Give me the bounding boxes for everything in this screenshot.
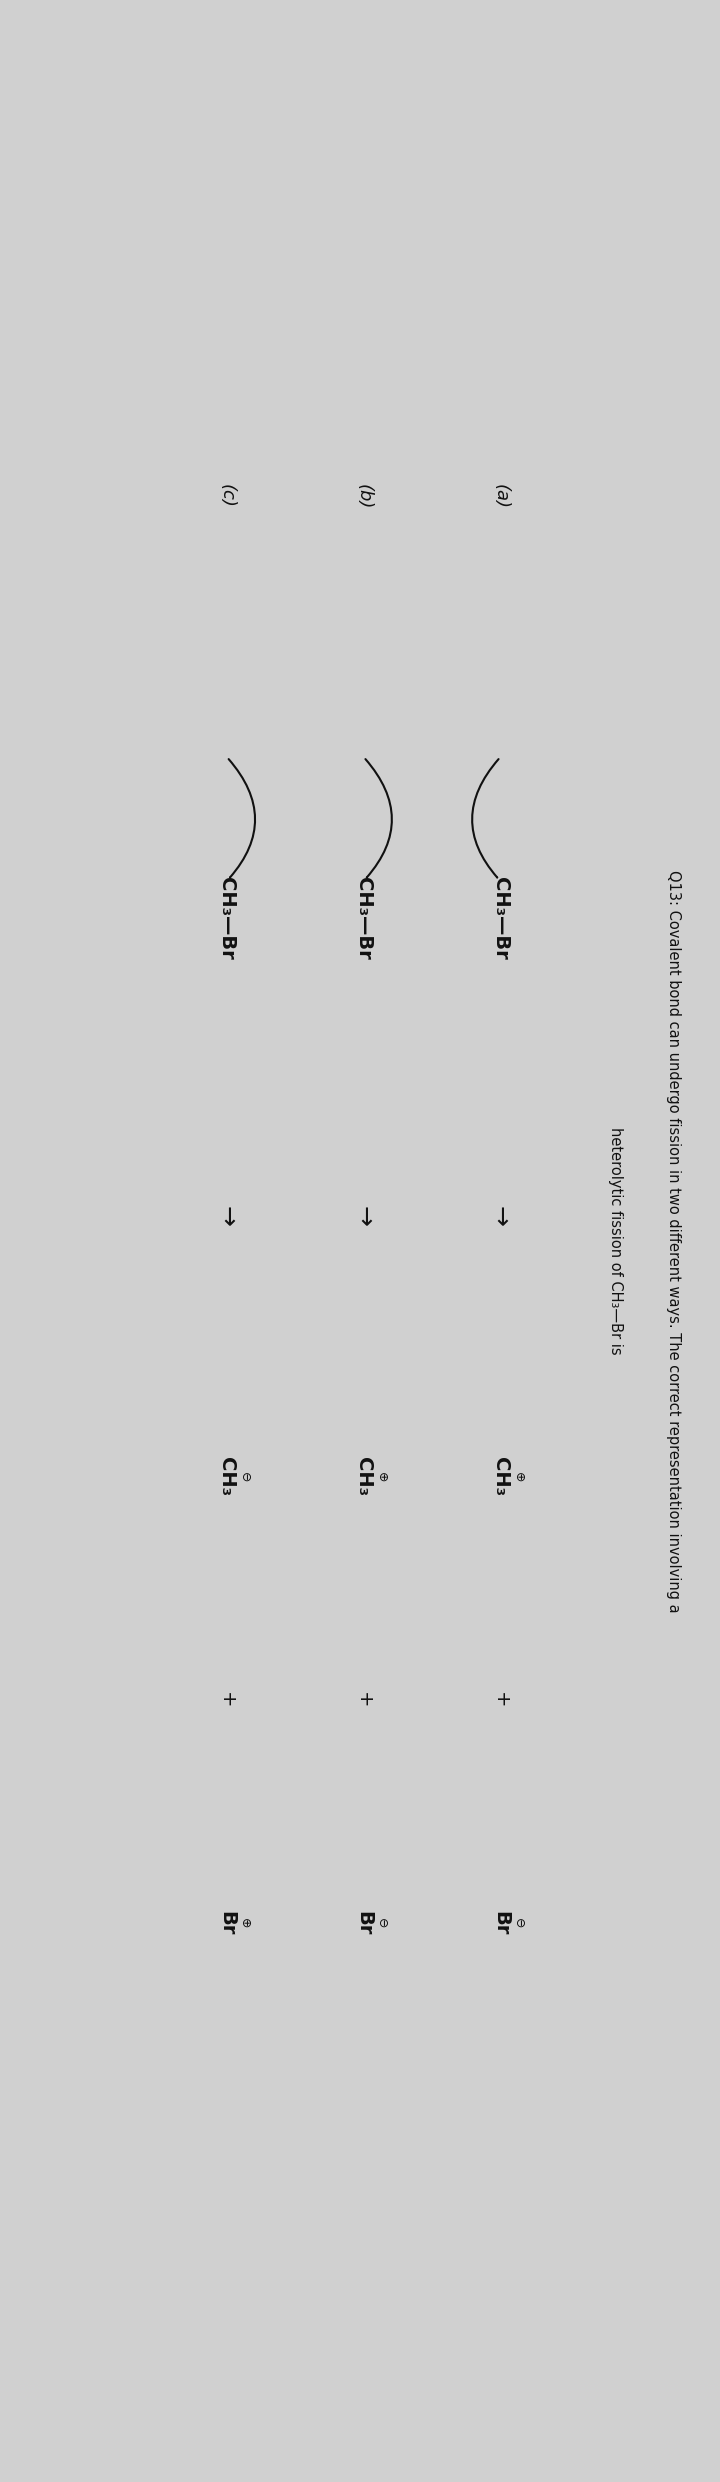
- Text: Br: Br: [217, 1911, 236, 1936]
- Text: +: +: [354, 1693, 373, 1708]
- Text: +: +: [217, 1693, 236, 1708]
- Text: ⊖: ⊖: [512, 1919, 525, 1929]
- Text: CH₃: CH₃: [491, 1457, 510, 1497]
- Text: (b): (b): [355, 484, 373, 509]
- FancyArrowPatch shape: [472, 759, 498, 879]
- Text: ⊖: ⊖: [375, 1919, 388, 1929]
- Text: CH₃: CH₃: [217, 1457, 236, 1497]
- Text: ⊖: ⊖: [238, 1472, 251, 1482]
- Text: Br: Br: [491, 1911, 510, 1936]
- Text: +: +: [491, 1693, 510, 1708]
- Text: ⊕: ⊕: [238, 1919, 251, 1929]
- Text: Q13: Covalent bond can undergo fission in two different ways. The correct repres: Q13: Covalent bond can undergo fission i…: [666, 869, 680, 1613]
- Text: →: →: [215, 1206, 239, 1226]
- Text: Br: Br: [354, 1911, 373, 1936]
- Text: CH₃—Br: CH₃—Br: [354, 876, 373, 961]
- Text: →: →: [488, 1206, 513, 1226]
- Text: (c): (c): [218, 484, 236, 509]
- FancyArrowPatch shape: [366, 759, 392, 879]
- Text: CH₃: CH₃: [354, 1457, 373, 1497]
- Text: CH₃—Br: CH₃—Br: [217, 876, 236, 961]
- Text: ⊕: ⊕: [512, 1472, 525, 1482]
- Text: ⊕: ⊕: [375, 1472, 388, 1482]
- Text: (a): (a): [491, 484, 510, 509]
- Text: →: →: [351, 1206, 376, 1226]
- Text: heterolytic fission of CH₃—Br is: heterolytic fission of CH₃—Br is: [608, 1127, 623, 1355]
- FancyArrowPatch shape: [229, 759, 255, 879]
- Text: CH₃—Br: CH₃—Br: [491, 876, 510, 961]
